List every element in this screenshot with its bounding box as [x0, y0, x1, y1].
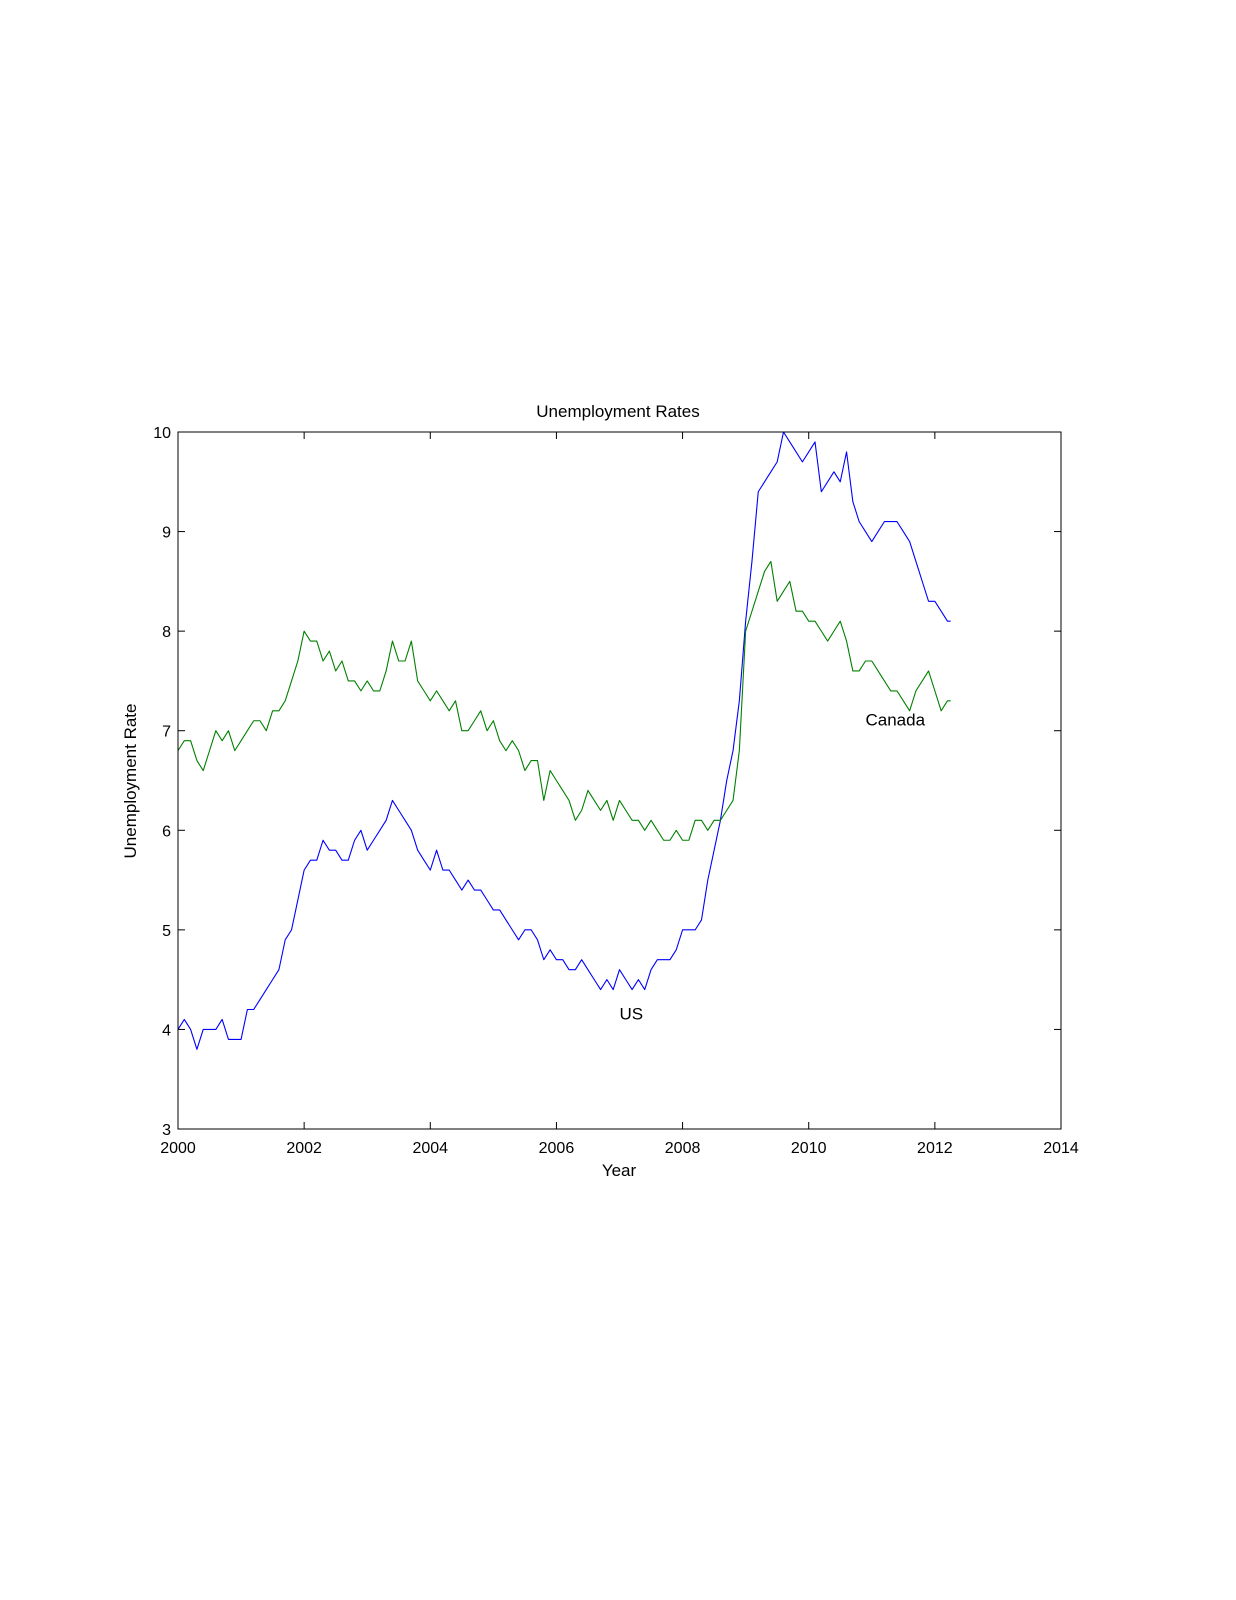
x-tick-label: 2008 — [665, 1140, 701, 1157]
series-line-0 — [177, 431, 951, 1050]
plot-area — [177, 431, 1062, 1130]
x-tick-label: 2014 — [1043, 1140, 1079, 1157]
x-tick-label: 2000 — [160, 1140, 196, 1157]
x-tick-label: 2010 — [791, 1140, 827, 1157]
y-tick-label: 7 — [162, 724, 171, 741]
series-layer — [177, 431, 951, 1050]
annotation-label: US — [620, 1004, 644, 1023]
y-tick-label: 3 — [162, 1122, 171, 1139]
x-axis: 2000 2002 2004 2006 2008 2010 2012 2014 — [160, 432, 1079, 1157]
y-tick-label: 9 — [162, 525, 171, 542]
y-axis: 3 4 5 6 7 8 9 10 — [153, 425, 1061, 1139]
chart-title: Unemployment Rates — [536, 402, 699, 421]
x-tick-label: 2006 — [539, 1140, 575, 1157]
y-tick-label: 8 — [162, 624, 171, 641]
annotations: US Canada — [620, 711, 926, 1024]
annotation-label: Canada — [865, 711, 925, 730]
x-tick-label: 2012 — [917, 1140, 953, 1157]
x-tick-label: 2002 — [286, 1140, 322, 1157]
x-tick-label: 2004 — [412, 1140, 448, 1157]
y-tick-label: 5 — [162, 923, 171, 940]
y-axis-label: Unemployment Rate — [121, 704, 140, 859]
y-tick-label: 10 — [153, 425, 171, 442]
series-line-1 — [177, 560, 951, 841]
y-tick-label: 4 — [162, 1022, 171, 1039]
x-axis-label: Year — [602, 1161, 637, 1180]
y-tick-label: 6 — [162, 823, 171, 840]
